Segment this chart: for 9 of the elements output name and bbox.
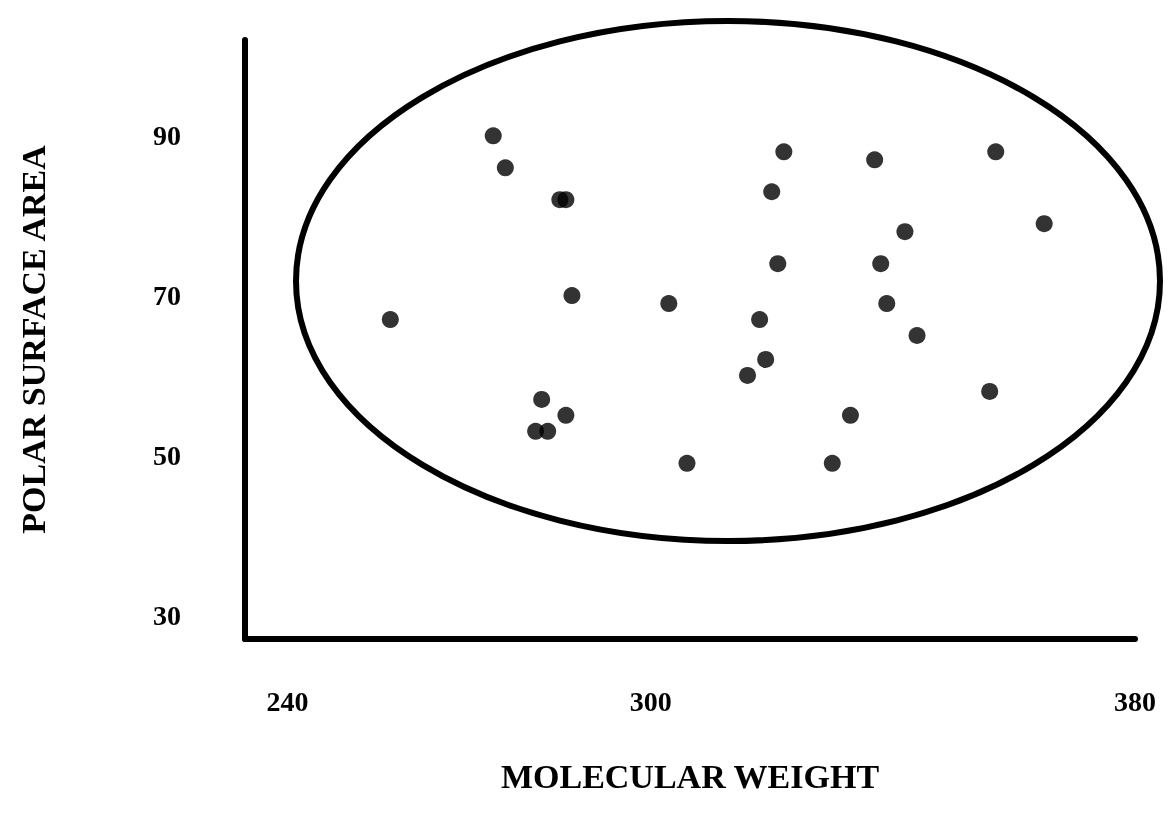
y-tick-label: 50 — [153, 439, 181, 471]
y-axis-title: POLAR SURFACE AREA — [14, 144, 52, 534]
x-tick-label: 300 — [629, 685, 672, 717]
x-tick-label: 380 — [1114, 685, 1156, 717]
x-axis-title: MOLECULAR WEIGHT — [500, 757, 880, 795]
y-tick-label: 70 — [153, 280, 181, 312]
y-tick-label: 30 — [153, 599, 181, 631]
x-tick-label: 240 — [266, 685, 309, 717]
y-tick-label: 90 — [153, 120, 181, 152]
